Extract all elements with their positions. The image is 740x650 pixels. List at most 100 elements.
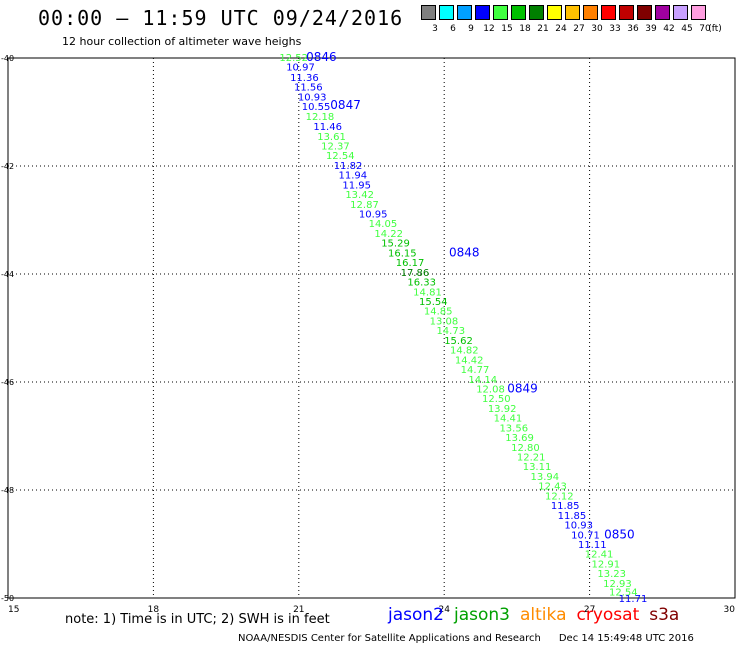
y-tick-label: -40 [1,54,14,63]
swh-data-label: 12.37 [321,141,350,152]
scale-label: 27 [573,24,585,34]
legend-s3a: s3a [649,605,680,625]
swh-data-label: 11.71 [619,594,648,605]
swh-data-label: 13.08 [430,316,459,327]
pass-time-label: 0846 [306,50,337,64]
swh-data-label: 12.93 [603,579,632,590]
scale-label: 18 [519,24,531,34]
swh-data-label: 14.81 [413,287,442,298]
swh-data-label: 12.50 [482,394,511,405]
generated-timestamp: Dec 14 15:49:48 UTC 2016 [558,633,694,644]
scale-swatch [637,5,652,20]
swh-data-label: 10.97 [286,63,315,74]
swh-data-label: 12.87 [350,200,379,211]
scale-label: 3 [432,24,438,34]
scale-label: 6 [450,24,456,34]
scale-label: 39 [645,24,657,34]
swh-data-label: 14.85 [424,307,453,318]
scale-label: 36 [627,24,639,34]
swh-data-label: 11.11 [578,540,607,551]
swh-data-label: 11.85 [558,511,587,522]
swh-data-label: 12.12 [545,491,574,502]
chart-subtitle: 12 hour collection of altimeter wave hei… [62,35,302,48]
footer-credit: NOAA/NESDIS Center for Satellite Applica… [238,633,541,644]
footer: NOAA/NESDIS Center for Satellite Applica… [238,633,694,644]
swh-data-label: 12.54 [326,151,355,162]
swh-data-label: 15.29 [381,239,410,250]
swh-data-label: 16.15 [388,248,417,259]
y-tick-label: -42 [1,162,14,171]
scale-swatch [493,5,508,20]
scale-swatch [421,5,436,20]
scale-label: 30 [591,24,603,34]
pass-time-label: 0848 [449,245,480,259]
x-tick-label: 21 [293,605,304,615]
scale-label: 9 [468,24,474,34]
swh-data-label: 15.54 [419,297,448,308]
swh-data-label: 13.42 [345,190,374,201]
swh-data-label: 16.17 [396,258,425,269]
swh-data-label: 13.61 [317,132,346,143]
swh-data-label: 10.95 [359,210,388,221]
scale-swatch [601,5,616,20]
scale-label: 24 [555,24,567,34]
scale-swatch [529,5,544,20]
y-tick-label: -46 [1,378,14,387]
scale-swatch [475,5,490,20]
swh-data-label: 11.36 [290,73,319,84]
swh-data-label: 14.05 [369,219,398,230]
swh-data-label: 10.71 [571,530,600,541]
scale-swatch [655,5,670,20]
swh-data-label: 14.77 [461,365,490,376]
legend-jason3: jason3 [454,605,510,625]
swh-data-label: 14.14 [468,375,497,386]
pass-time-label: 0849 [507,381,538,395]
swh-data-label: 14.82 [450,346,479,357]
legend-jason2: jason2 [388,605,444,625]
swh-data-label: 11.95 [342,180,371,191]
scale-swatch [619,5,634,20]
scale-label: 21 [537,24,549,34]
swh-data-label: 16.33 [407,278,436,289]
swh-data-label: 12.41 [585,550,614,561]
y-tick-label: -44 [1,270,14,279]
legend-cryosat: cryosat [576,605,640,625]
pass-time-label: 0850 [604,527,635,541]
swh-data-label: 11.85 [551,501,580,512]
x-tick-label: 15 [8,605,19,615]
scale-unit: (ft) [708,24,722,34]
swh-data-label: 10.93 [298,92,327,103]
swh-data-label: 11.82 [334,161,363,172]
swh-data-label: 11.94 [339,171,368,182]
swh-data-label: 14.22 [374,229,403,240]
swh-data-label: 13.94 [530,472,559,483]
x-tick-label: 30 [724,605,736,615]
swh-data-label: 12.80 [511,443,540,454]
x-tick-label: 18 [148,605,160,615]
scale-swatch [439,5,454,20]
swh-data-label: 12.52 [279,53,308,64]
scale-swatch [547,5,562,20]
units-note: note: 1) Time is in UTC; 2) SWH is in fe… [65,612,330,627]
swh-data-label: 12.21 [517,453,546,464]
scale-swatch [511,5,526,20]
swh-data-label: 13.23 [597,569,626,580]
satellite-legend: jason2 jason3 altika cryosat s3a [388,605,689,625]
plot-frame [7,57,736,599]
pass-time-label: 0847 [330,98,361,112]
scale-label: 42 [663,24,675,34]
scale-label: 45 [681,24,693,34]
swh-data-label: 14.73 [436,326,465,337]
swh-data-label: 10.55 [302,102,331,113]
swh-data-label: 12.91 [592,559,621,570]
y-tick-label: -50 [1,594,14,603]
scale-label: 15 [501,24,513,34]
swh-data-label: 12.08 [476,384,505,395]
scale-label: 70 [699,24,711,34]
scale-swatch [673,5,688,20]
swh-data-label: 14.42 [455,355,484,366]
x-tick-label: 27 [584,605,595,615]
swh-data-label: 17.86 [401,268,430,279]
scale-swatch [583,5,598,20]
